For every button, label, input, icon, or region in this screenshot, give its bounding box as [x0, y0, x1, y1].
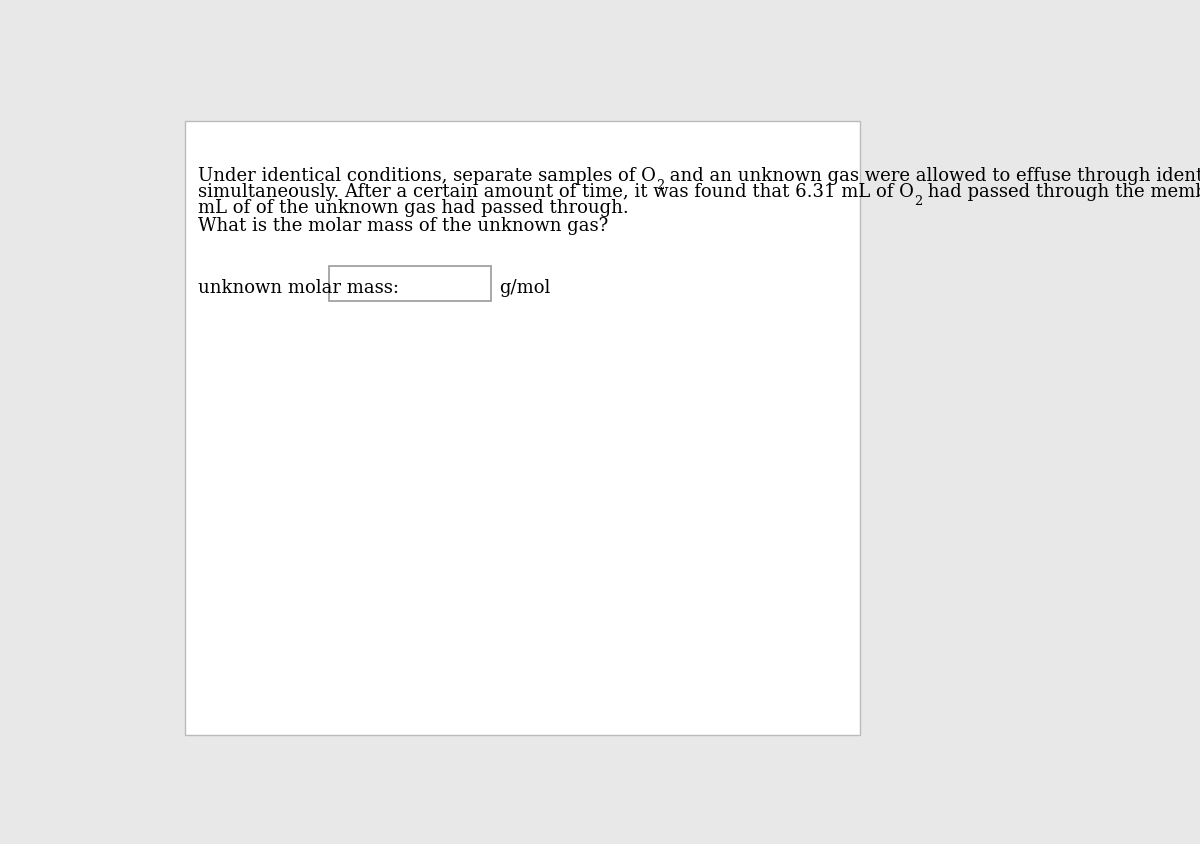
Text: What is the molar mass of the unknown gas?: What is the molar mass of the unknown ga…	[198, 217, 608, 235]
Text: and an unknown gas were allowed to effuse through identical membranes: and an unknown gas were allowed to effus…	[665, 166, 1200, 185]
Text: had passed through the membrane, but only 3.90: had passed through the membrane, but onl…	[923, 183, 1200, 201]
FancyBboxPatch shape	[329, 267, 491, 300]
FancyBboxPatch shape	[185, 121, 859, 735]
Text: mL of of the unknown gas had passed through.: mL of of the unknown gas had passed thro…	[198, 199, 629, 217]
Text: 2: 2	[656, 179, 665, 192]
Text: simultaneously. After a certain amount of time, it was found that 6.31 mL of O: simultaneously. After a certain amount o…	[198, 183, 914, 201]
Text: 2: 2	[914, 195, 923, 208]
Text: g/mol: g/mol	[499, 279, 550, 297]
Text: Under identical conditions, separate samples of O: Under identical conditions, separate sam…	[198, 166, 656, 185]
Text: unknown molar mass:: unknown molar mass:	[198, 279, 400, 297]
